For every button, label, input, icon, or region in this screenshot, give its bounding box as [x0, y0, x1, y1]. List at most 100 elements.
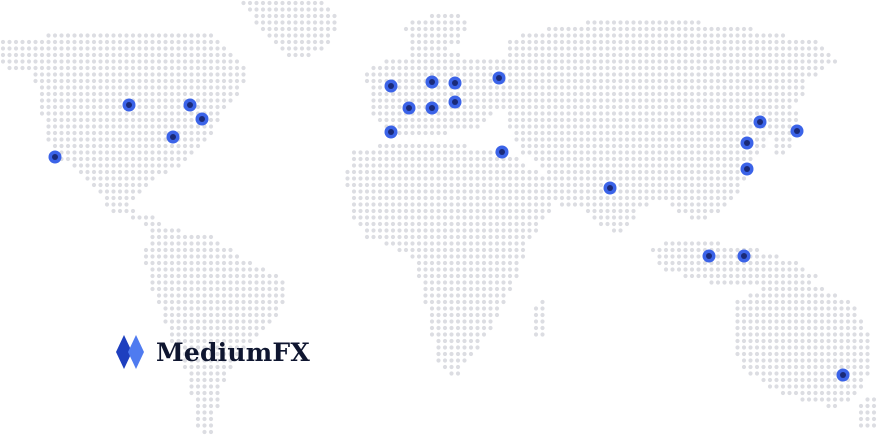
land-dot [462, 293, 467, 298]
land-dot [241, 280, 246, 285]
land-dot [371, 202, 376, 207]
land-dot [774, 111, 779, 116]
land-dot [774, 377, 779, 383]
land-dot [618, 111, 623, 116]
land-dot [488, 65, 493, 71]
location-marker[interactable] [603, 181, 617, 195]
land-dot [215, 247, 220, 253]
location-marker[interactable] [495, 145, 509, 159]
land-dot [468, 228, 474, 233]
land-dot [696, 72, 701, 77]
land-dot [416, 59, 422, 64]
land-dot [813, 306, 818, 311]
land-dot [806, 332, 812, 337]
location-marker[interactable] [836, 368, 850, 382]
land-dot [507, 228, 513, 233]
land-dot [137, 72, 142, 77]
land-dot [592, 195, 597, 201]
land-dot [501, 293, 506, 298]
land-dot [637, 176, 643, 181]
land-dot [273, 33, 279, 38]
land-dot [195, 234, 201, 240]
land-dot [507, 59, 513, 64]
land-dot [598, 215, 604, 220]
land-dot [774, 104, 779, 110]
land-dot [702, 143, 708, 149]
land-dot [377, 72, 383, 77]
land-dot [481, 293, 487, 298]
land-dot [423, 98, 428, 103]
land-dot [741, 267, 747, 272]
location-marker[interactable] [122, 98, 136, 112]
land-dot [618, 163, 623, 168]
land-dot [728, 260, 734, 266]
land-dot [189, 280, 194, 285]
location-marker[interactable] [737, 249, 751, 263]
land-dot [624, 33, 630, 38]
location-marker[interactable] [740, 162, 754, 176]
land-dot [559, 189, 565, 194]
land-dot [39, 39, 45, 45]
land-dot [351, 182, 357, 188]
land-dot [195, 260, 201, 266]
location-marker[interactable] [166, 130, 180, 144]
location-marker[interactable] [740, 136, 754, 150]
land-dot [455, 319, 461, 324]
location-marker-core [429, 79, 435, 85]
land-dot [715, 104, 721, 110]
land-dot [416, 234, 422, 240]
land-dot [644, 150, 649, 155]
land-dot [215, 46, 220, 51]
land-dot [429, 234, 435, 240]
land-dot [670, 52, 675, 58]
land-dot [202, 319, 207, 324]
location-marker-core [170, 134, 176, 140]
land-dot [624, 221, 630, 227]
location-marker[interactable] [425, 101, 439, 115]
land-dot [436, 156, 441, 162]
land-dot [202, 312, 207, 318]
location-marker[interactable] [448, 95, 462, 109]
land-dot [514, 182, 519, 188]
location-marker[interactable] [790, 124, 804, 138]
land-dot [826, 403, 831, 409]
location-marker[interactable] [183, 98, 197, 112]
land-dot [780, 260, 786, 266]
land-dot [715, 46, 721, 51]
location-marker[interactable] [702, 249, 716, 263]
land-dot [780, 267, 786, 272]
land-dot [514, 130, 519, 136]
land-dot [787, 52, 792, 58]
land-dot [169, 247, 175, 253]
land-dot [546, 195, 552, 201]
land-dot [241, 293, 246, 298]
land-dot [722, 267, 727, 272]
location-marker[interactable] [425, 75, 439, 89]
location-marker[interactable] [753, 115, 767, 129]
location-marker[interactable] [492, 71, 506, 85]
location-marker[interactable] [402, 101, 416, 115]
land-dot [741, 273, 747, 279]
location-marker[interactable] [384, 125, 398, 139]
location-marker[interactable] [384, 79, 398, 93]
land-dot [442, 364, 448, 370]
land-dot [494, 299, 500, 305]
land-dot [143, 169, 149, 175]
land-dot [566, 26, 571, 32]
location-marker[interactable] [448, 76, 462, 90]
location-marker[interactable] [195, 112, 209, 126]
land-dot [397, 72, 402, 77]
land-dot [163, 234, 168, 240]
land-dot [215, 241, 220, 246]
land-dot [247, 306, 253, 311]
land-dot [520, 91, 526, 97]
land-dot [501, 169, 506, 175]
land-dot [260, 273, 266, 279]
land-dot [624, 150, 630, 155]
land-dot [176, 241, 181, 246]
location-marker-core [744, 166, 750, 172]
land-dot [761, 364, 766, 370]
location-marker[interactable] [48, 150, 62, 164]
land-dot [176, 345, 181, 350]
land-dot [442, 189, 448, 194]
